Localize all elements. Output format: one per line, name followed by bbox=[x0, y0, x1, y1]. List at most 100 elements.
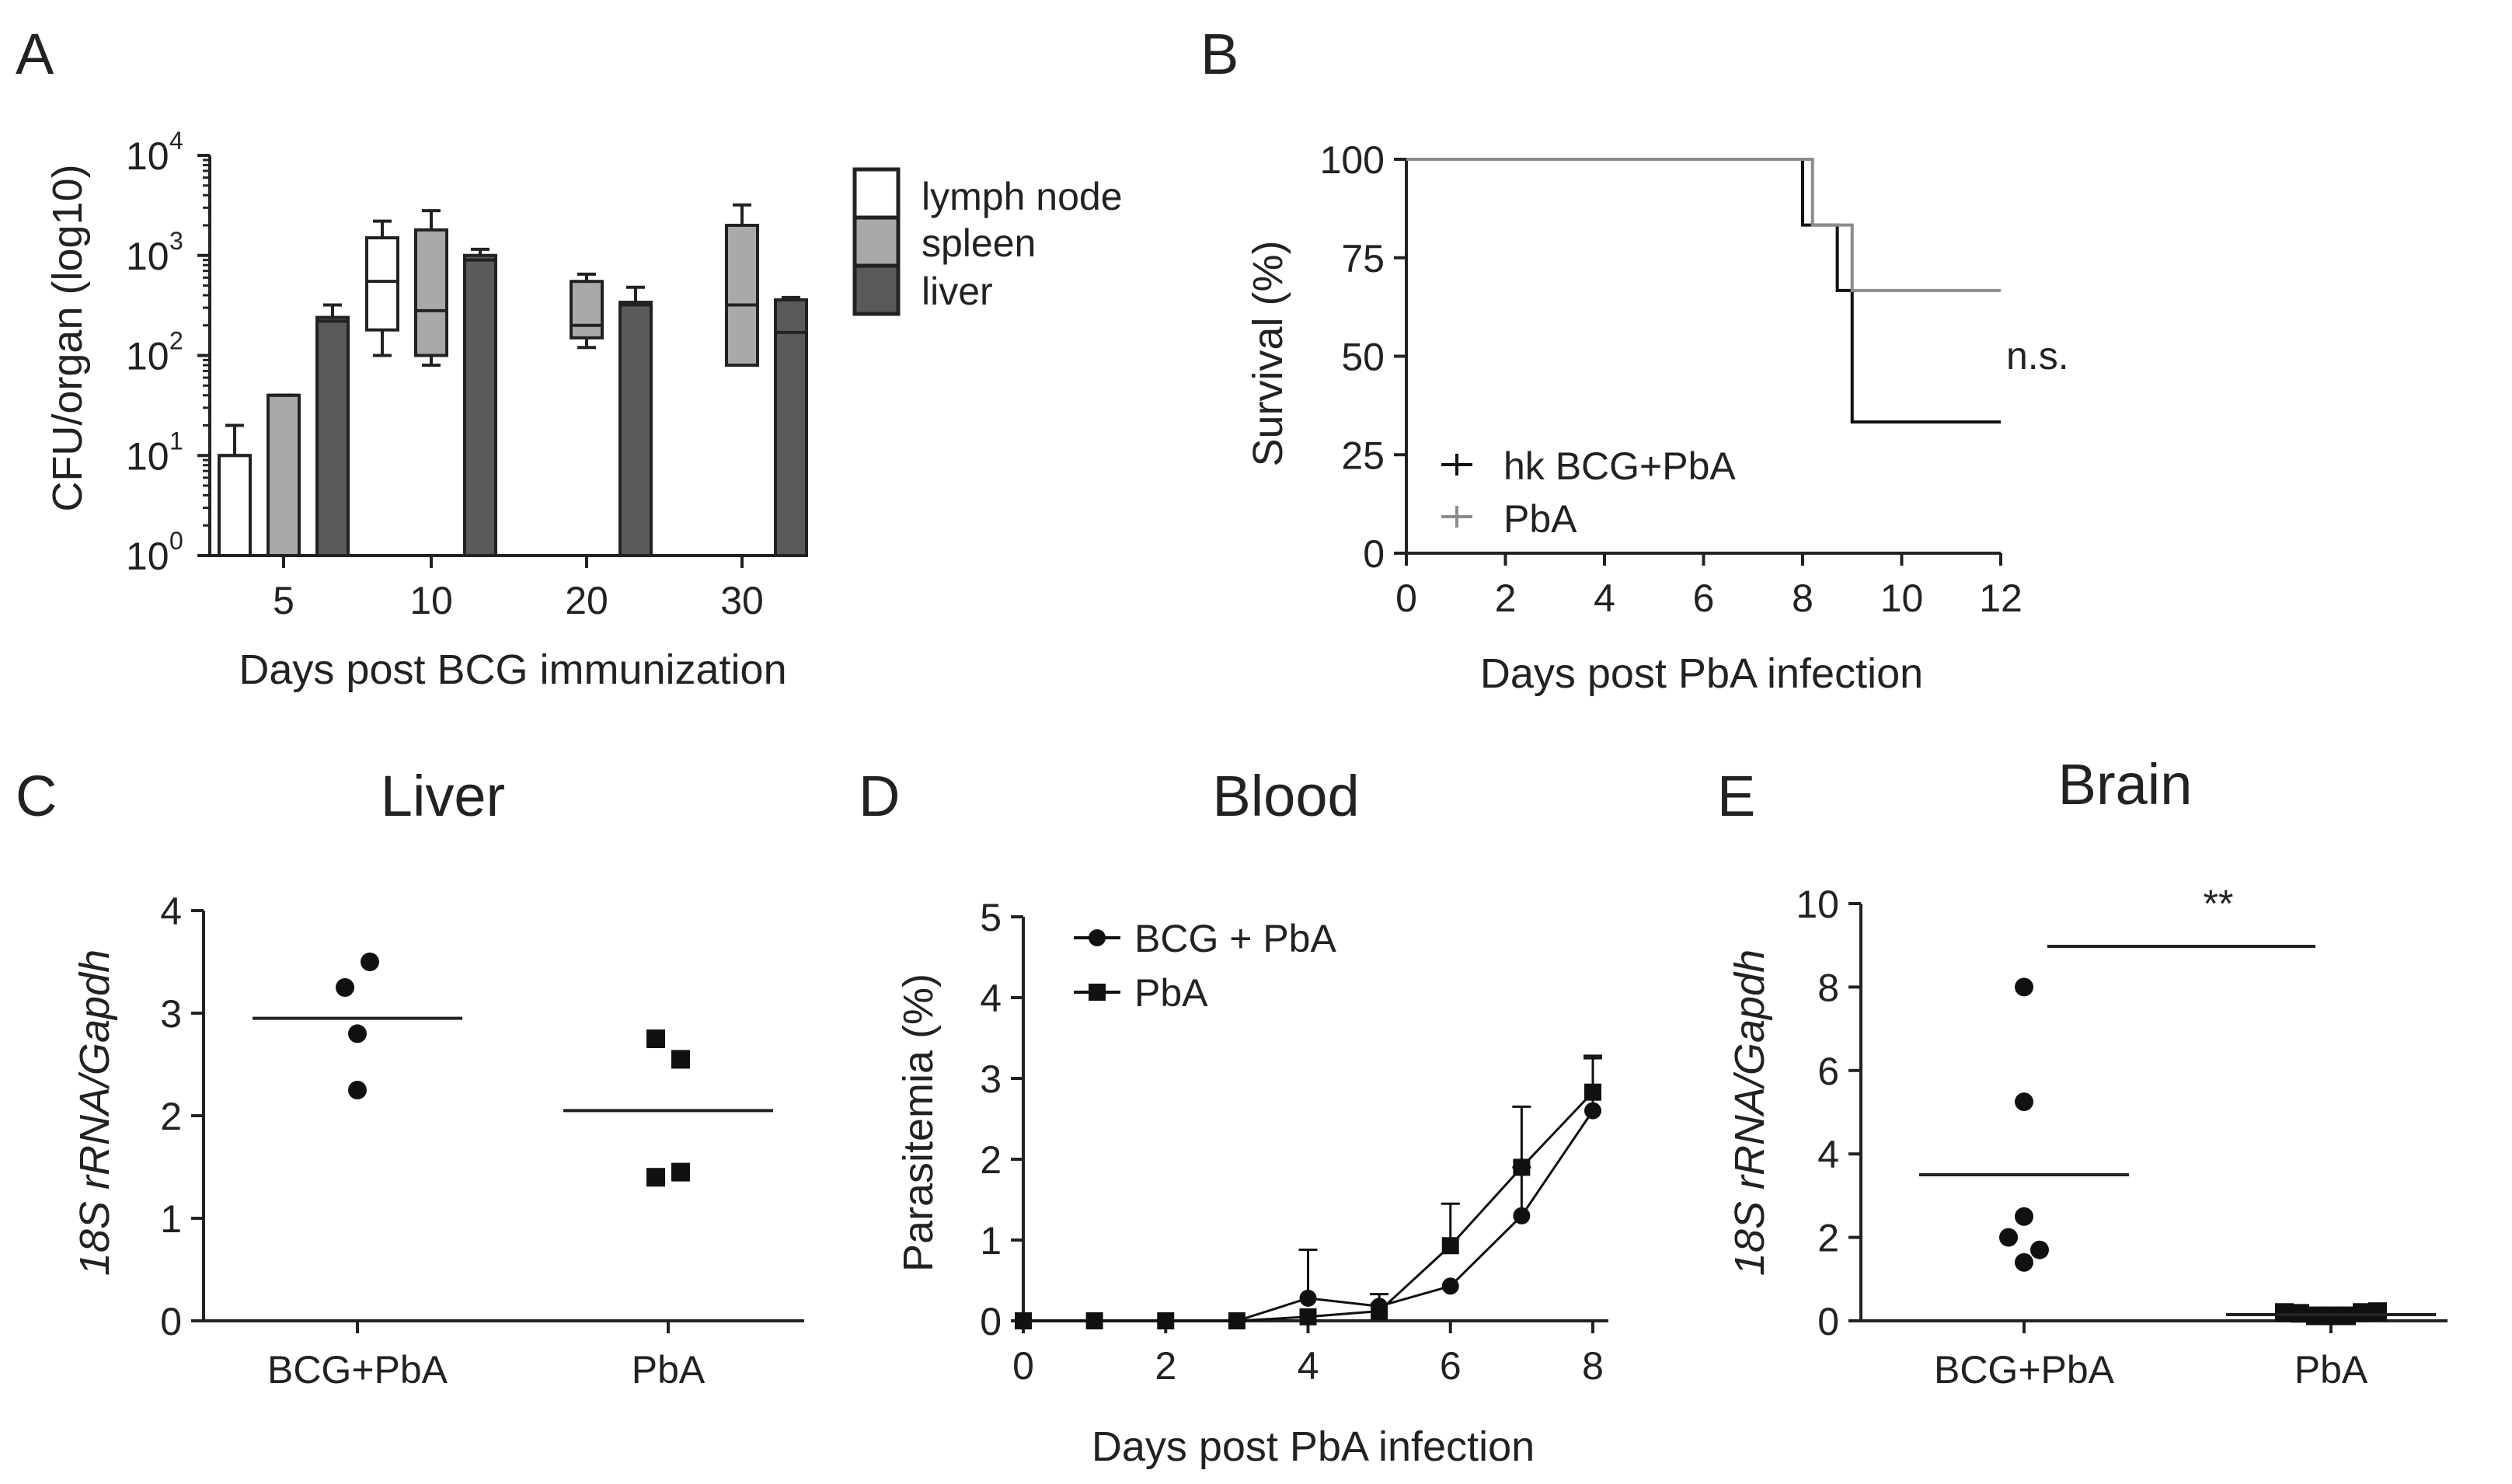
legend-item-pba-d: PbA bbox=[1074, 971, 1208, 1015]
data-point bbox=[348, 1081, 367, 1099]
data-point-pba bbox=[1584, 1083, 1601, 1101]
panel-a-x-tick-label: 30 bbox=[720, 579, 764, 622]
panel-b-x-tick-label: 8 bbox=[1792, 577, 1813, 620]
data-point-pba bbox=[1441, 1237, 1459, 1255]
panel-b-y-tick-label: 75 bbox=[1341, 237, 1385, 280]
data-point bbox=[2368, 1302, 2387, 1322]
panel-b-legend: hk BCG+PbA PbA bbox=[1441, 444, 1736, 541]
legend-item-pba-b: PbA bbox=[1441, 497, 1577, 541]
data-point-bcg-pba bbox=[1441, 1277, 1459, 1295]
panel-e-x-tick-label: BCG+PbA bbox=[1934, 1348, 2115, 1392]
legend-swatch-liver bbox=[852, 263, 901, 316]
data-point bbox=[671, 1162, 690, 1182]
panel-d-y-tick-label: 4 bbox=[980, 977, 1002, 1020]
panel-a-y-tick-label: 10 bbox=[126, 134, 169, 178]
legend-marker-bcg-pba bbox=[1089, 929, 1106, 946]
panel-d-title: Blood bbox=[1212, 764, 1359, 828]
panel-e-y-tick-label: 0 bbox=[1817, 1300, 1839, 1343]
box-body bbox=[315, 315, 350, 557]
panel-a-y-tick-exponent: 2 bbox=[169, 327, 183, 355]
data-point-pba bbox=[1299, 1308, 1317, 1325]
data-point-pba bbox=[1371, 1302, 1388, 1320]
panel-a-x-label: Days post BCG immunization bbox=[239, 646, 786, 693]
panel-letter-d: D bbox=[859, 764, 900, 828]
box-spleen-day-20 bbox=[570, 272, 604, 350]
legend-swatch-lymph-node bbox=[852, 167, 901, 220]
panel-a-y-tick-label: 10 bbox=[126, 434, 169, 478]
data-point bbox=[646, 1029, 665, 1048]
panel-d-y-tick-label: 2 bbox=[980, 1138, 1002, 1182]
panel-c-y-label: 18S rRNA/Gapdh bbox=[71, 949, 118, 1276]
data-point-pba bbox=[1228, 1312, 1246, 1329]
data-point bbox=[1999, 1228, 2018, 1247]
panel-d-y-tick-label: 5 bbox=[980, 896, 1002, 939]
data-point bbox=[2015, 1207, 2033, 1226]
legend-label-pba-b: PbA bbox=[1503, 497, 1577, 541]
box-body bbox=[218, 454, 252, 557]
legend-item-liver: liver bbox=[852, 263, 993, 316]
panel-a-x-tick-label: 10 bbox=[409, 579, 453, 622]
box-liver-day-10 bbox=[463, 247, 497, 557]
data-point bbox=[336, 978, 354, 997]
data-point bbox=[2015, 1092, 2033, 1112]
panel-b-y-tick-label: 100 bbox=[1320, 138, 1385, 182]
panel-e-x-tick-label: PbA bbox=[2294, 1348, 2368, 1392]
panel-c-y-tick-label: 1 bbox=[160, 1197, 182, 1241]
data-point-pba bbox=[1157, 1312, 1175, 1329]
panel-a-y-tick-label: 10 bbox=[126, 335, 169, 378]
panel-a-x-tick-label: 5 bbox=[273, 579, 294, 622]
box-spleen-day-30 bbox=[725, 203, 759, 367]
panel-e-annotation-significance: ** bbox=[2204, 882, 2234, 925]
data-point bbox=[2015, 977, 2033, 997]
panel-e-y-label: 18S rRNA/Gapdh bbox=[1726, 949, 1773, 1276]
panel-d: D Blood Parasitemia (%) Days post PbA in… bbox=[859, 764, 1608, 1470]
legend-swatch-spleen bbox=[852, 215, 901, 268]
panel-c-y-tick-label: 2 bbox=[160, 1095, 182, 1138]
legend-item-bcg-pba: BCG + PbA bbox=[1074, 917, 1336, 960]
legend-marker-pba-b bbox=[1441, 506, 1472, 528]
panel-e-y-tick-label: 10 bbox=[1796, 883, 1839, 926]
panel-d-x-label: Days post PbA infection bbox=[1092, 1423, 1535, 1470]
panel-d-legend: BCG + PbA PbA bbox=[1074, 917, 1336, 1015]
panel-b-x-tick-label: 4 bbox=[1594, 577, 1615, 620]
panel-e-y-tick-label: 4 bbox=[1817, 1133, 1839, 1176]
box-body bbox=[463, 253, 497, 557]
panel-a-x-tick-label: 20 bbox=[565, 579, 608, 622]
panel-c-y-tick-label: 3 bbox=[160, 992, 182, 1036]
legend-label-liver: liver bbox=[922, 270, 993, 313]
panel-d-y-tick-label: 3 bbox=[980, 1057, 1002, 1101]
panel-a-y-tick-exponent: 4 bbox=[169, 127, 183, 155]
legend-marker-hk-bcg-pba bbox=[1441, 454, 1472, 476]
data-point bbox=[361, 953, 379, 971]
box-body bbox=[725, 223, 759, 367]
panel-e-y-tick-label: 8 bbox=[1817, 966, 1839, 1009]
box-spleen-day-10 bbox=[414, 209, 448, 367]
panel-b-axes bbox=[1405, 159, 2001, 555]
panel-a-y-tick-exponent: 3 bbox=[169, 227, 183, 255]
legend-label-bcg-pba: BCG + PbA bbox=[1134, 917, 1336, 960]
panel-letter-c: C bbox=[16, 764, 57, 828]
panel-a-y-tick-exponent: 1 bbox=[169, 427, 183, 455]
data-point bbox=[646, 1168, 665, 1187]
panel-letter-a: A bbox=[16, 22, 54, 86]
panel-c-x-tick-label: BCG+PbA bbox=[267, 1348, 448, 1392]
panel-b-x-tick-label: 10 bbox=[1880, 577, 1924, 620]
legend-label-pba-d: PbA bbox=[1134, 971, 1208, 1015]
series-line-pba bbox=[1406, 158, 2001, 292]
data-point-pba bbox=[1015, 1312, 1032, 1329]
panel-e: E Brain 18S rRNA/Gapdh ** 0 2 4 6 8 10 BCG+PbA… bbox=[1717, 752, 2448, 1392]
box-body bbox=[267, 393, 301, 557]
panel-b-y-tick-label: 0 bbox=[1363, 532, 1385, 576]
panel-a-y-tick-label: 10 bbox=[126, 535, 169, 578]
panel-letter-e: E bbox=[1717, 764, 1755, 828]
box-lymph-node-day-10 bbox=[365, 219, 399, 357]
panel-d-y-tick-label: 0 bbox=[980, 1300, 1002, 1343]
data-point bbox=[671, 1050, 690, 1069]
panel-c-axes bbox=[202, 911, 804, 1322]
box-liver-day-30 bbox=[774, 295, 808, 557]
box-lymph-node-day-5 bbox=[218, 423, 252, 557]
data-point bbox=[2015, 1252, 2033, 1272]
panel-c-y-tick-label: 0 bbox=[160, 1300, 182, 1343]
panel-b-x-tick-label: 12 bbox=[1979, 577, 2022, 620]
series-line-hk-bcg-pba bbox=[1406, 158, 2001, 424]
